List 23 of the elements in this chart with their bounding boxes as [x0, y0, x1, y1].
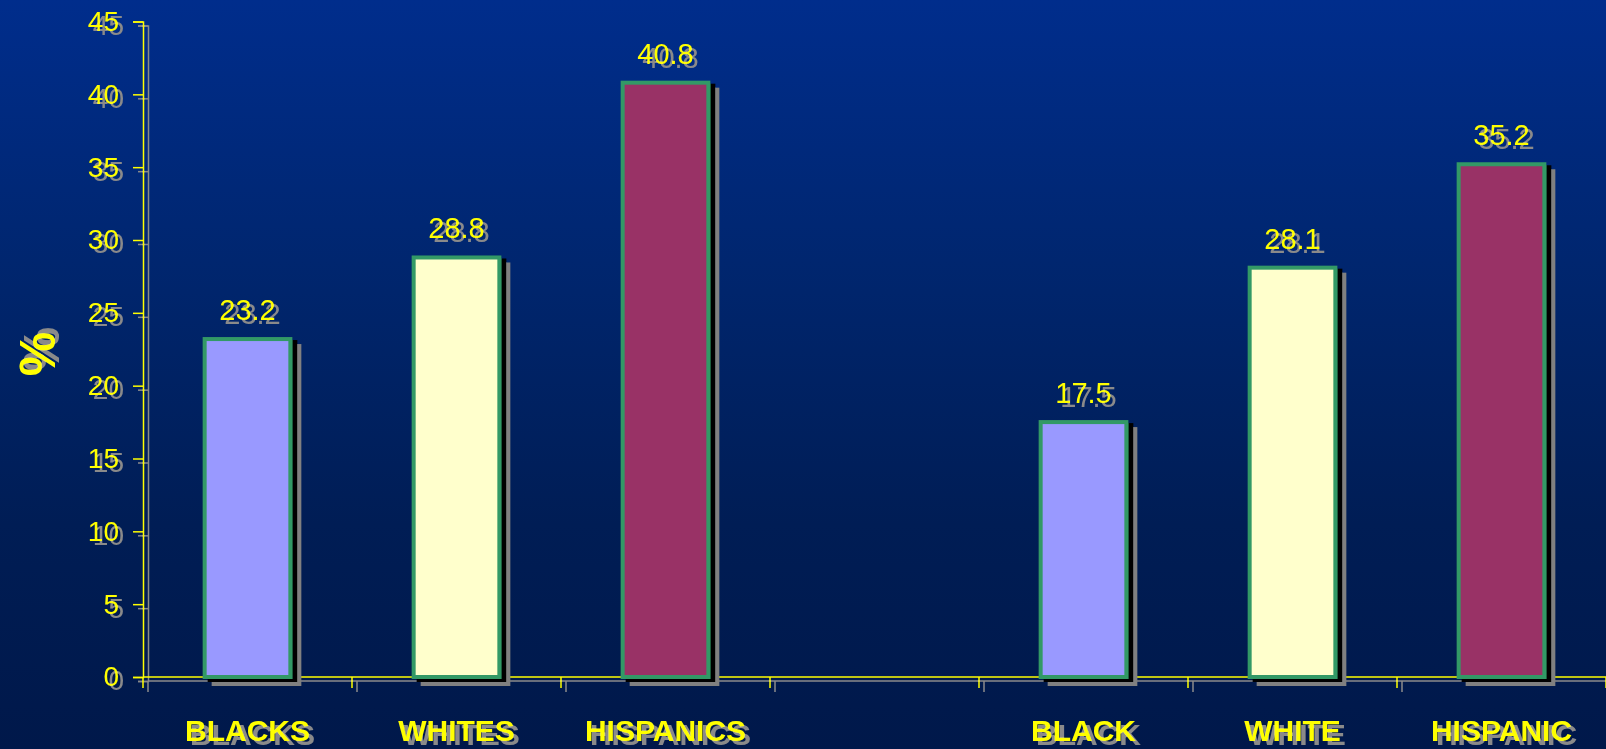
y-tick-label: 5	[103, 588, 119, 620]
y-tick-label: 35	[87, 151, 119, 183]
y-tick-label: 20	[87, 370, 119, 402]
data-label: 28.8	[428, 212, 485, 245]
data-label: 23.2	[219, 294, 276, 327]
x-tick-label: WHITE	[1244, 714, 1341, 747]
y-tick-label: 25	[87, 297, 119, 329]
y-tick-label: 30	[87, 224, 119, 256]
x-tick-label: BLACKS	[185, 714, 310, 747]
x-tick-label: WHITES	[398, 714, 515, 747]
y-tick-label: 0	[103, 661, 119, 693]
data-label: 40.8	[637, 37, 694, 70]
data-label: 28.1	[1264, 222, 1321, 255]
y-tick-label: 45	[87, 5, 119, 37]
x-tick-label: HISPANICS	[584, 714, 747, 747]
y-tick-label: 10	[87, 515, 119, 547]
y-tick-label: 15	[87, 442, 119, 474]
x-tick-label: BLACK	[1031, 714, 1137, 747]
data-label: 35.2	[1473, 119, 1530, 152]
data-label: 17.5	[1055, 377, 1112, 410]
x-tick-label: HISPANIC	[1430, 714, 1573, 747]
y-tick-label: 40	[87, 78, 119, 110]
y-axis-title: %	[10, 331, 66, 377]
